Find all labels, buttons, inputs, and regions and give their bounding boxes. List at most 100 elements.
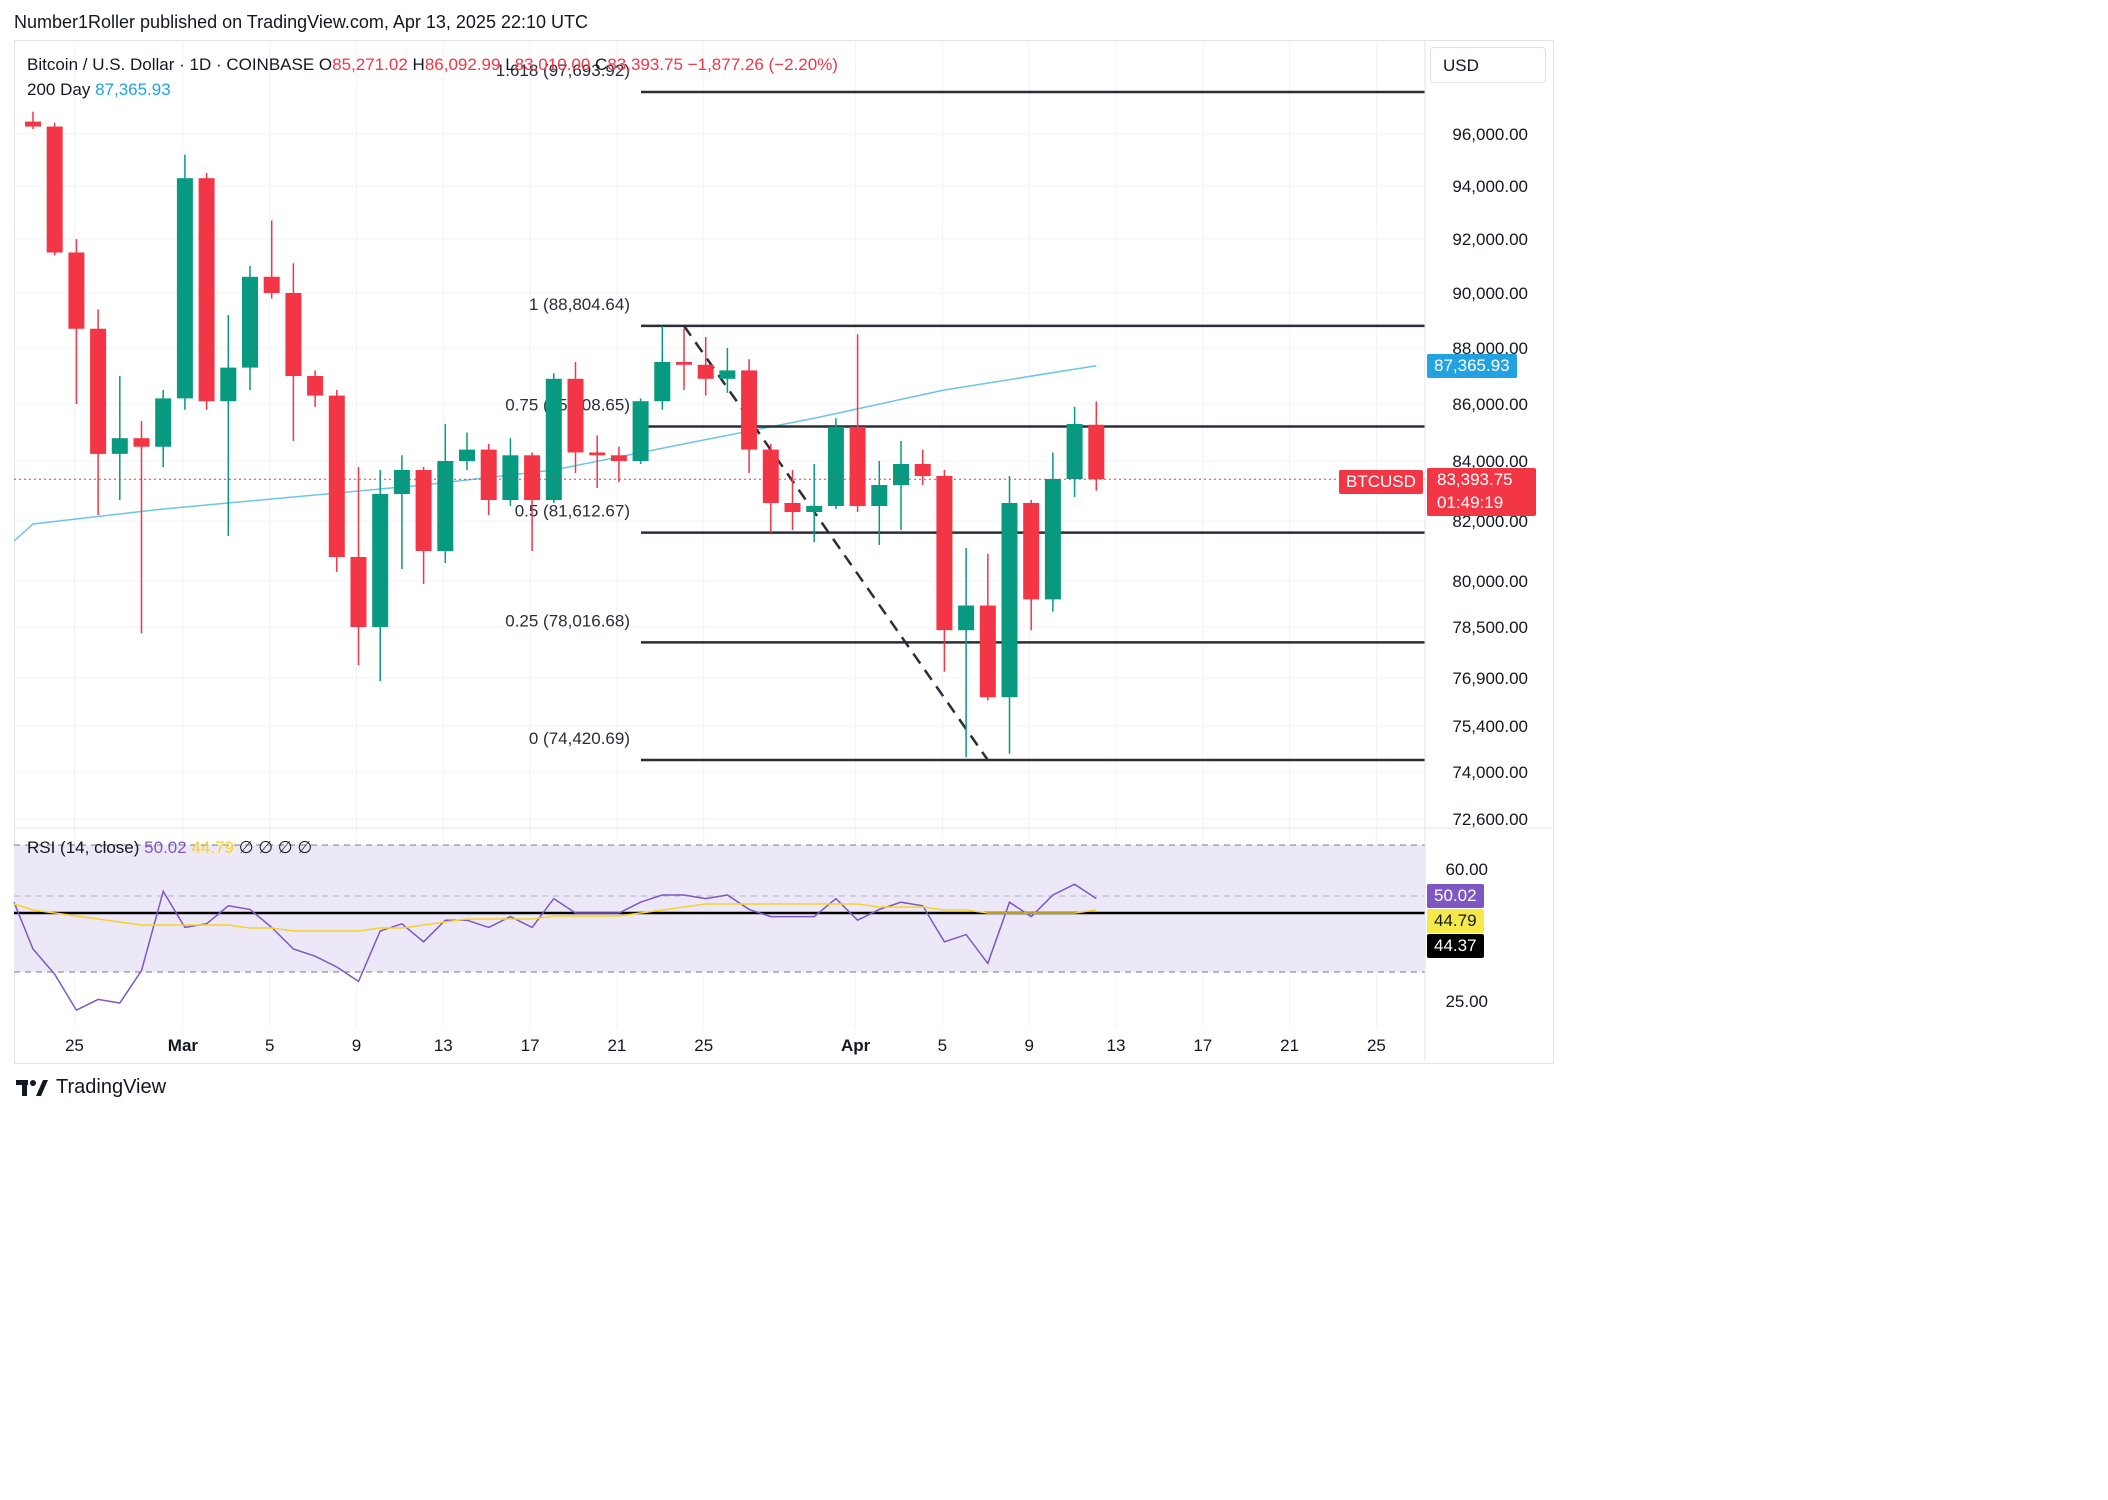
candle[interactable] xyxy=(676,328,692,390)
footer-brand[interactable]: TradingView xyxy=(56,1076,167,1098)
candle-body xyxy=(871,485,888,506)
candle-body xyxy=(459,449,475,461)
y-tick-label: 78,500.00 xyxy=(1452,618,1528,637)
x-tick-label: 9 xyxy=(352,1036,361,1055)
close-value: 83,393.75 xyxy=(607,55,683,74)
candle[interactable] xyxy=(437,423,454,563)
candle[interactable] xyxy=(459,432,475,471)
candle[interactable] xyxy=(263,220,280,299)
candle[interactable] xyxy=(784,470,801,530)
candle-body xyxy=(784,503,801,512)
ma-price-tag: 87,365.93 xyxy=(1427,354,1517,378)
footer: TradingView xyxy=(16,1076,166,1099)
candle[interactable] xyxy=(133,421,150,634)
candle[interactable] xyxy=(220,315,237,536)
candle[interactable] xyxy=(393,455,410,569)
candle[interactable] xyxy=(589,435,606,488)
candle[interactable] xyxy=(415,467,432,585)
x-tick-label: 21 xyxy=(607,1036,626,1055)
chart-canvas[interactable]: 1.618 (97,693.92)1 (88,804.64)0.75 (85,2… xyxy=(0,0,1564,1110)
change-value: −1,877.26 (−2.20%) xyxy=(687,55,838,74)
candle[interactable] xyxy=(806,464,823,542)
rsi-value-tag: 50.02 xyxy=(1427,884,1484,908)
candle[interactable] xyxy=(1023,500,1040,631)
candle[interactable] xyxy=(871,461,888,545)
candle-body xyxy=(893,464,909,485)
candle-body xyxy=(393,470,410,494)
candle-body xyxy=(1001,503,1018,698)
candle[interactable] xyxy=(1001,476,1018,754)
rsi-ma-tag: 44.79 xyxy=(1427,909,1484,933)
y-tick-label: 92,000.00 xyxy=(1452,230,1528,249)
publisher-line: Number1Roller published on TradingView.c… xyxy=(14,12,588,32)
rsi-ma-value: 44.79 xyxy=(191,838,234,857)
candle[interactable] xyxy=(480,443,497,515)
candle[interactable] xyxy=(328,390,345,572)
candle-body xyxy=(155,398,172,447)
candle[interactable] xyxy=(350,467,367,666)
fib-level-label: 1 (88,804.64) xyxy=(529,295,630,314)
candle-body xyxy=(1088,424,1105,480)
candle[interactable] xyxy=(155,390,172,467)
y-tick-label: 80,000.00 xyxy=(1452,572,1528,591)
candle-body xyxy=(263,276,280,293)
candle[interactable] xyxy=(176,154,193,410)
rsi-tick-label: 60.00 xyxy=(1445,860,1488,879)
candle[interactable] xyxy=(1066,406,1083,497)
y-tick-label: 86,000.00 xyxy=(1452,395,1528,414)
candle[interactable] xyxy=(242,266,258,390)
symbol-label: Bitcoin / U.S. Dollar · 1D · COINBASE xyxy=(27,55,315,74)
candle-body xyxy=(610,455,627,461)
candle-body xyxy=(1044,479,1061,600)
candle[interactable] xyxy=(632,398,649,464)
candle[interactable] xyxy=(524,452,541,551)
candle[interactable] xyxy=(914,449,931,485)
candle[interactable] xyxy=(198,173,215,410)
candle-body xyxy=(285,293,302,376)
candle[interactable] xyxy=(68,239,85,404)
candle-body xyxy=(958,605,975,631)
candle[interactable] xyxy=(610,446,627,482)
candle[interactable] xyxy=(958,548,975,758)
candle[interactable] xyxy=(936,470,953,672)
chart-frame xyxy=(14,40,1554,1064)
rsi-line-tag: 44.37 xyxy=(1427,934,1484,958)
x-tick-label: 5 xyxy=(265,1036,274,1055)
open-value: 85,271.02 xyxy=(332,55,408,74)
candle[interactable] xyxy=(827,418,844,509)
candle-body xyxy=(350,557,367,627)
currency-selector[interactable]: USD xyxy=(1430,47,1546,83)
candle[interactable] xyxy=(697,337,714,396)
candle[interactable] xyxy=(285,263,302,442)
fib-level-label: 1.618 (97,693.92) xyxy=(496,61,630,80)
candle[interactable] xyxy=(849,334,866,512)
candle-body xyxy=(198,178,215,402)
fib-level-label: 0.25 (78,016.68) xyxy=(505,611,630,630)
candle[interactable] xyxy=(1088,401,1105,491)
candle[interactable] xyxy=(979,554,996,701)
rsi-value: 50.02 xyxy=(144,838,187,857)
rsi-ma-line xyxy=(13,903,1097,932)
candle[interactable] xyxy=(741,359,758,473)
candle[interactable] xyxy=(567,362,584,473)
candle[interactable] xyxy=(307,370,324,407)
candle[interactable] xyxy=(90,309,107,516)
candle-body xyxy=(307,376,324,396)
candle[interactable] xyxy=(719,348,736,393)
candle[interactable] xyxy=(654,326,671,410)
y-tick-label: 96,000.00 xyxy=(1452,125,1528,144)
candle[interactable] xyxy=(545,373,562,503)
candle[interactable] xyxy=(762,443,779,533)
fib-trend-line xyxy=(682,325,989,761)
candle[interactable] xyxy=(46,122,63,256)
x-tick-label: 5 xyxy=(938,1036,947,1055)
candle[interactable] xyxy=(1044,452,1061,612)
candle[interactable] xyxy=(893,441,909,530)
candle-body xyxy=(133,438,150,447)
candle[interactable] xyxy=(25,111,41,130)
rsi-line xyxy=(13,883,1097,1012)
candlesticks xyxy=(14,111,1425,758)
candle[interactable] xyxy=(111,376,128,500)
candle[interactable] xyxy=(372,470,389,682)
candle[interactable] xyxy=(502,438,519,506)
